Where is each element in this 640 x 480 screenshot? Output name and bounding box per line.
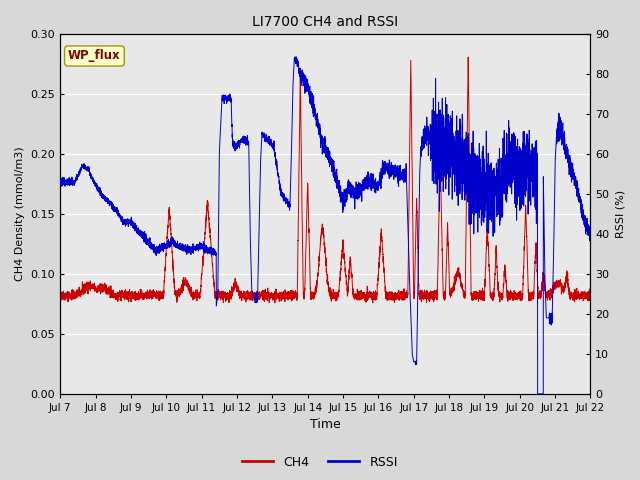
Title: LI7700 CH4 and RSSI: LI7700 CH4 and RSSI	[252, 15, 398, 29]
Legend: CH4, RSSI: CH4, RSSI	[237, 451, 403, 474]
Y-axis label: CH4 Density (mmol/m3): CH4 Density (mmol/m3)	[15, 147, 25, 281]
X-axis label: Time: Time	[310, 419, 340, 432]
Y-axis label: RSSI (%): RSSI (%)	[615, 190, 625, 238]
Text: WP_flux: WP_flux	[68, 49, 121, 62]
